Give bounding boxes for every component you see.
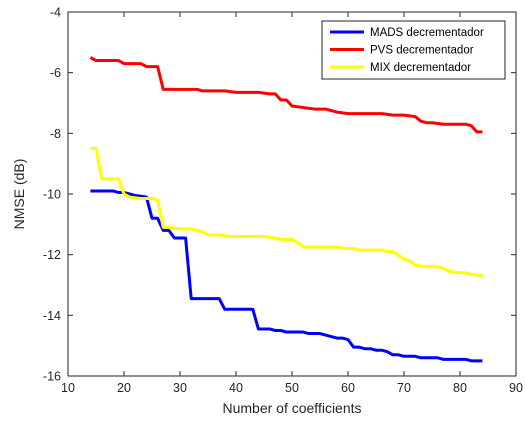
x-tick-label: 60 bbox=[341, 381, 355, 395]
legend-label-1: MADS decrementador bbox=[370, 27, 484, 39]
series-line-2 bbox=[89, 56, 483, 134]
x-axis-label: Number of coefficients bbox=[222, 400, 361, 416]
y-tick-label: -14 bbox=[43, 309, 61, 323]
axes-layer: 10 20 30 40 50 60 70 80 90 -16 -14 -12 -10 -8 -6 -4 bbox=[43, 6, 523, 396]
y-tick-label: -6 bbox=[50, 66, 61, 80]
y-tick-label: -8 bbox=[50, 127, 61, 141]
x-tick-label: 50 bbox=[285, 381, 299, 395]
x-tick-label: 10 bbox=[61, 381, 75, 395]
x-tick-label: 20 bbox=[117, 381, 131, 395]
x-tick-label: 30 bbox=[173, 381, 187, 395]
legend-label-3: MIX decrementador bbox=[370, 62, 471, 74]
legend-label-2: PVS decrementador bbox=[370, 45, 474, 57]
series-line-3 bbox=[90, 147, 483, 278]
x-tick-label: 40 bbox=[229, 381, 243, 395]
legend: MADS decrementador PVS decrementador MIX d… bbox=[321, 20, 506, 80]
x-tick-label: 70 bbox=[397, 381, 411, 395]
x-tick-label: 90 bbox=[509, 381, 523, 395]
y-tick-label: -4 bbox=[50, 6, 61, 20]
series-line-1 bbox=[90, 189, 483, 363]
y-tick-label: -16 bbox=[43, 370, 61, 384]
y-axis-label: NMSE (dB) bbox=[11, 159, 27, 230]
y-tick-label: -12 bbox=[43, 248, 61, 262]
y-tick-label: -10 bbox=[43, 188, 61, 202]
series-layer bbox=[89, 56, 483, 363]
x-tick-label: 80 bbox=[453, 381, 467, 395]
